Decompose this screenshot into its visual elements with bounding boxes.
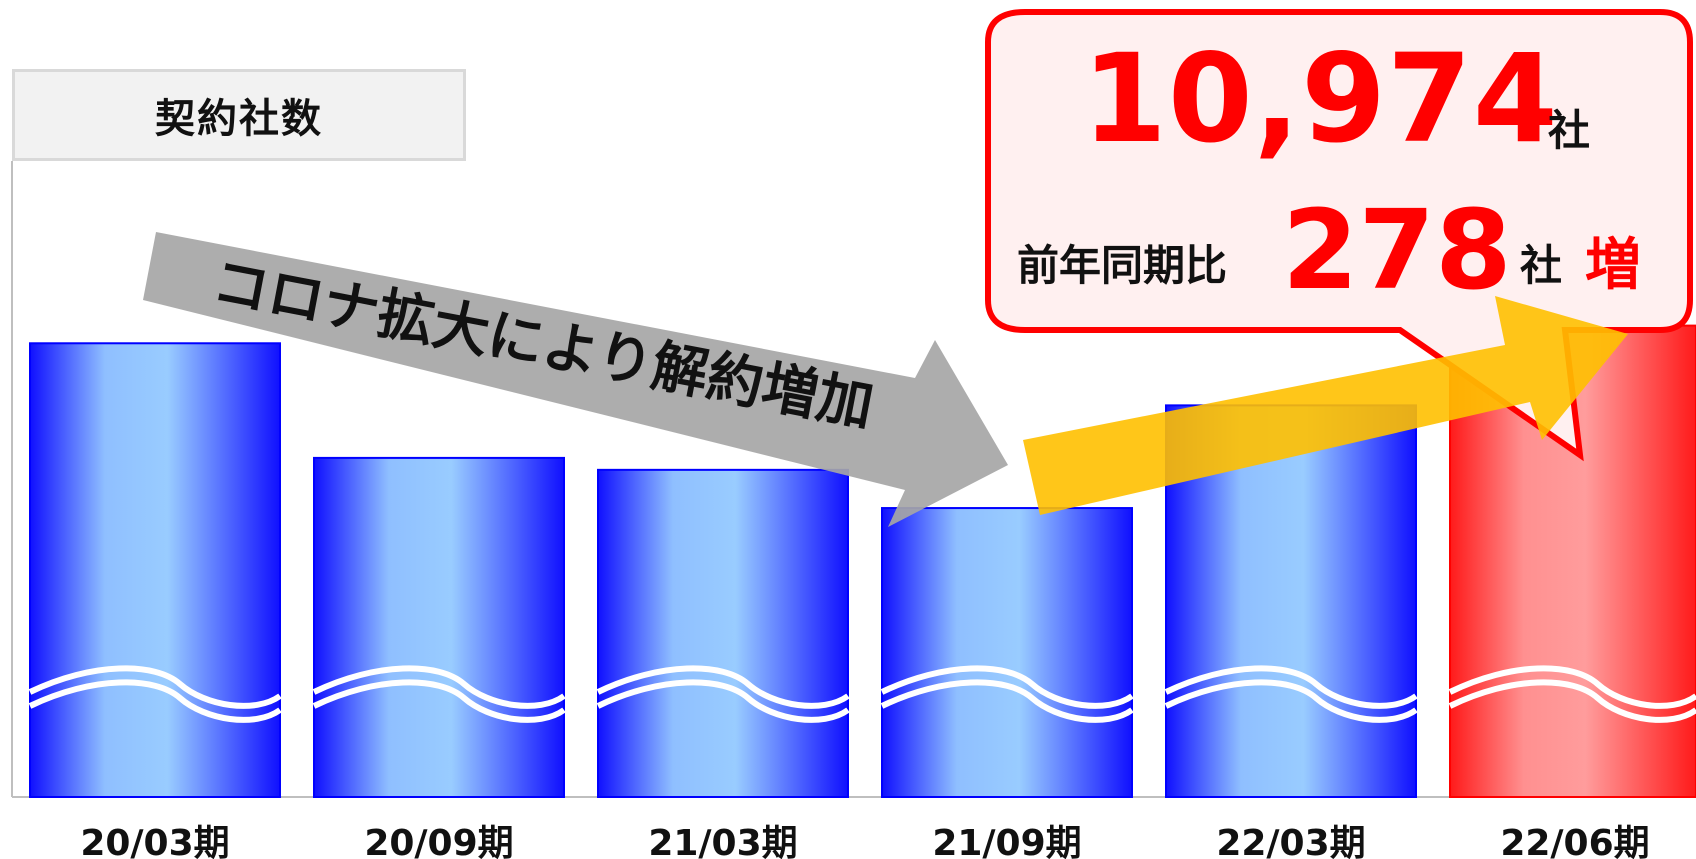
chart-title: 契約社数	[12, 69, 466, 161]
axis-break-wave	[1164, 665, 1418, 709]
bar-20/03期	[29, 342, 281, 798]
axis-break-wave	[1164, 679, 1418, 723]
axis-break-wave	[596, 679, 850, 723]
x-tick-label: 22/03期	[1216, 823, 1365, 859]
growth-arrow	[1023, 296, 1628, 515]
bar-21/03期	[597, 468, 849, 798]
axis-break-wave	[312, 679, 566, 723]
axis-break-wave	[880, 665, 1134, 709]
axis-break-wave	[1448, 665, 1696, 709]
x-tick-label: 20/03期	[80, 823, 229, 859]
x-tick-label: 20/09期	[364, 823, 513, 859]
bar-21/09期	[881, 507, 1133, 798]
axis-break-wave	[28, 679, 282, 723]
x-tick-labels: 20/03期 20/09期 21/03期 21/09期 22/03期 22/06期	[80, 823, 1649, 859]
x-tick-label: 21/03期	[648, 823, 797, 859]
axis-break-wave	[1448, 679, 1696, 723]
axis-break-wave	[28, 665, 282, 709]
x-tick-label: 22/06期	[1500, 823, 1649, 859]
bar-20/09期	[313, 456, 565, 798]
axis-break-wave	[312, 665, 566, 709]
decline-arrow	[143, 232, 1008, 527]
bars-group	[28, 324, 1696, 798]
axis-break-wave	[880, 679, 1134, 723]
axis-break-wave	[596, 665, 850, 709]
decline-arrow-label: コロナ拡大により解約増加	[207, 250, 878, 440]
x-tick-label: 21/09期	[932, 823, 1081, 859]
